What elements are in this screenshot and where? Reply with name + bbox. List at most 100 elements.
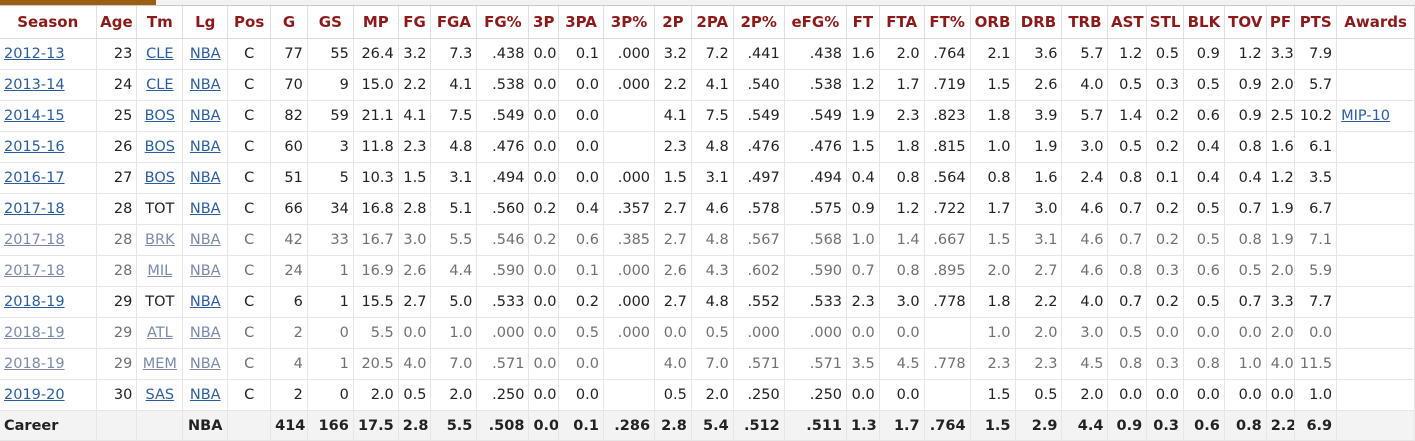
table-row: 2019-20 30 SAS NBA C 2 0 2.0 0.5 2.0.250 0.0 0.0 0.5… [0,379,1415,411]
stat-cell-g: 6 [270,286,308,318]
team-link[interactable]: ATL [146,325,173,341]
column-header-blk[interactable]: BLK [1183,6,1225,39]
column-header-2p-pct[interactable]: 2P% [733,6,785,39]
stat-cell-efg-pct: .494 [784,162,848,194]
team-cell: BOS [136,162,184,194]
stat-cell-tov: 1.2 [1224,38,1267,70]
column-header-gs[interactable]: GS [307,6,354,39]
season-link[interactable]: 2014-15 [4,108,65,124]
column-header-3p[interactable]: 3P [528,6,560,39]
stat-cell-2p: 2.6 [654,255,692,287]
season-cell: 2014-15 [0,100,97,132]
season-link[interactable]: 2018-19 [4,356,65,372]
career-stat-pf: 2.2 [1266,410,1296,441]
column-header-ft-pct[interactable]: FT% [924,6,971,39]
stat-cell-2pa: 7.2 [691,38,734,70]
age-cell: 27 [96,162,138,194]
column-header-orb[interactable]: ORB [970,6,1016,39]
column-header-tm[interactable]: Tm [136,6,184,39]
season-link[interactable]: 2017-18 [4,263,65,279]
column-header-2pa[interactable]: 2PA [691,6,734,39]
column-header-ast[interactable]: AST [1107,6,1148,39]
stat-cell-pf: 3.3 [1266,286,1296,318]
season-link[interactable]: 2018-19 [4,294,65,310]
season-link[interactable]: 2018-19 [4,325,65,341]
stat-cell-blk: 0.0 [1183,317,1225,349]
career-stat-tov: 0.8 [1224,410,1267,441]
team-link[interactable]: CLE [146,77,174,93]
season-link[interactable]: 2015-16 [4,139,65,155]
league-link[interactable]: NBA [189,139,221,155]
league-link[interactable]: NBA [189,356,221,372]
league-link[interactable]: NBA [189,201,221,217]
season-link[interactable]: 2017-18 [4,201,65,217]
stat-cell-fga: 2.0 [430,379,478,411]
league-link[interactable]: NBA [189,325,221,341]
team-link[interactable]: BOS [144,170,175,186]
team-link[interactable]: BOS [144,108,175,124]
team-link[interactable]: MEM [142,356,177,372]
season-link[interactable]: 2019-20 [4,387,65,403]
stat-cell-3p-pct: .357 [603,193,656,225]
season-link[interactable]: 2012-13 [4,46,65,62]
stat-cell-trb: 3.0 [1061,317,1109,349]
stat-cell-2p-pct: .250 [733,379,785,411]
active-section-tab[interactable] [0,0,156,6]
column-header-fga[interactable]: FGA [430,6,478,39]
league-link[interactable]: NBA [189,387,221,403]
stat-cell-3pa: 0.0 [558,348,604,380]
column-header-trb[interactable]: TRB [1061,6,1109,39]
column-header-season[interactable]: Season [0,6,97,39]
stat-cell-trb: 2.0 [1061,379,1109,411]
stat-cell-efg-pct: .533 [784,286,848,318]
column-header-age[interactable]: Age [96,6,138,39]
column-header-stl[interactable]: STL [1146,6,1184,39]
league-link[interactable]: NBA [189,77,221,93]
stat-cell-efg-pct: .571 [784,348,848,380]
stat-cell-g: 2 [270,317,308,349]
column-header-efg-pct[interactable]: eFG% [784,6,848,39]
column-header-lg[interactable]: Lg [182,6,229,39]
column-header-tov[interactable]: TOV [1224,6,1267,39]
stat-cell-g: 2 [270,379,308,411]
team-link[interactable]: BRK [145,232,175,248]
column-header-mp[interactable]: MP [353,6,399,39]
league-link[interactable]: NBA [189,46,221,62]
league-link[interactable]: NBA [189,232,221,248]
stat-cell-gs: 3 [307,131,354,163]
stat-cell-fg: 0.5 [398,379,432,411]
stat-cell-2p-pct: .552 [733,286,785,318]
stat-cell-fg: 3.2 [398,38,432,70]
column-header-fg[interactable]: FG [398,6,432,39]
league-link[interactable]: NBA [189,294,221,310]
season-link[interactable]: 2016-17 [4,170,65,186]
season-link[interactable]: 2013-14 [4,77,65,93]
team-link[interactable]: CLE [146,46,174,62]
season-link[interactable]: 2017-18 [4,232,65,248]
stat-cell-3p: 0.0 [528,255,560,287]
column-header-fg-pct[interactable]: FG% [476,6,530,39]
team-link[interactable]: MIL [147,263,173,279]
league-link[interactable]: NBA [189,170,221,186]
column-header-g[interactable]: G [270,6,308,39]
column-header-pos[interactable]: Pos [227,6,272,39]
league-link[interactable]: NBA [189,108,221,124]
stat-cell-ft: 1.9 [846,100,880,132]
column-header-fta[interactable]: FTA [879,6,925,39]
column-header-pf[interactable]: PF [1266,6,1296,39]
stat-cell-2p-pct: .476 [733,131,785,163]
column-header-drb[interactable]: DRB [1015,6,1063,39]
award-link[interactable]: MIP-10 [1341,108,1391,124]
team-link[interactable]: BOS [144,139,175,155]
column-header-3pa[interactable]: 3PA [558,6,604,39]
column-header-pts[interactable]: PTS [1294,6,1338,39]
stat-cell-3p-pct: .000 [603,162,656,194]
stat-cell-3pa: 0.0 [558,69,604,101]
column-header-awards[interactable]: Awards [1336,6,1415,39]
league-link[interactable]: NBA [189,263,221,279]
column-header-ft[interactable]: FT [846,6,880,39]
column-header-3p-pct[interactable]: 3P% [603,6,656,39]
team-link[interactable]: SAS [145,387,175,403]
column-header-2p[interactable]: 2P [654,6,692,39]
stat-cell-blk: 0.5 [1183,286,1225,318]
